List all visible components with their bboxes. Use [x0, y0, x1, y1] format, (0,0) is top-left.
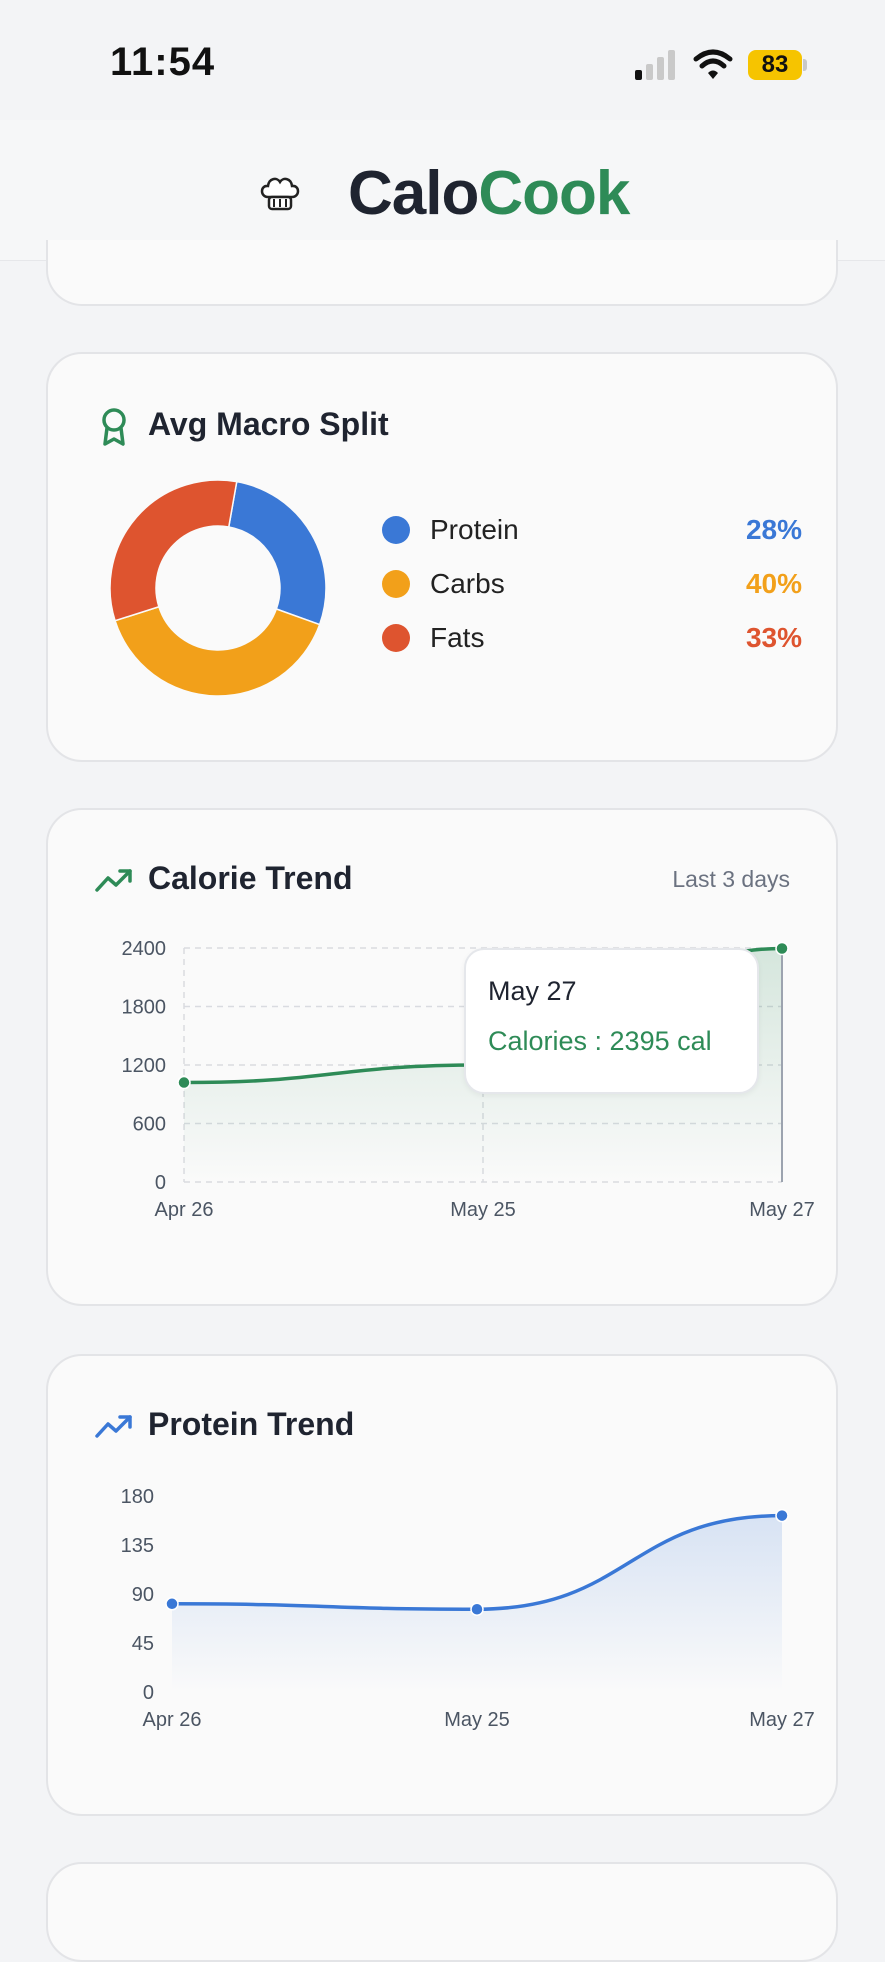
protein-trend-card: Protein Trend 180 135 90 45 0 Apr 26 May 25 May… [46, 1354, 838, 1816]
award-ribbon-icon [102, 408, 126, 446]
legend-value: 28% [745, 514, 802, 545]
legend-value: 33% [745, 622, 802, 653]
trending-up-icon [95, 869, 132, 892]
legend-label: Fats [430, 622, 485, 653]
y-tick-label: 1800 [122, 997, 167, 1019]
legend-label: Carbs [430, 568, 505, 599]
data-point[interactable] [775, 1508, 789, 1523]
x-tick-label: May 27 [749, 1199, 815, 1221]
y-tick-label: 180 [121, 1486, 154, 1508]
y-tick-label: 1200 [122, 1055, 167, 1077]
status-time: 11:54 [110, 40, 216, 84]
legend-dot [382, 570, 410, 598]
protein-line-chart: 180 135 90 45 0 Apr 26 May 25 May 27 [121, 1486, 815, 1731]
y-tick-label: 2400 [122, 938, 167, 960]
y-tick-label: 135 [121, 1535, 154, 1557]
tooltip-date: May 27 [488, 976, 577, 1006]
x-tick-label: Apr 26 [155, 1199, 214, 1221]
previous-card [46, 240, 838, 306]
legend-item-protein: Protein 28% [382, 510, 802, 550]
donut-slice-protein [227, 480, 327, 626]
calorie-trend-title: Calorie Trend [148, 860, 353, 896]
x-tick-label: May 25 [450, 1199, 516, 1221]
battery-level: 83 [761, 51, 789, 78]
data-point[interactable] [177, 1075, 191, 1090]
legend-item-fats: Fats 33% [382, 618, 802, 658]
chart-tooltip: May 27 Calories : 2395 cal [464, 948, 759, 1094]
app-logo-title: CaloCook [348, 159, 630, 228]
calorie-trend-card: Calorie Trend Last 3 days 2400 1800 1200 60… [46, 808, 838, 1306]
battery-icon: 83 [748, 50, 808, 80]
legend-value: 40% [745, 568, 802, 599]
x-tick-label: Apr 26 [143, 1709, 202, 1731]
chef-hat-icon [260, 177, 300, 211]
y-tick-label: 0 [155, 1172, 166, 1194]
app-header: CaloCook [0, 120, 885, 261]
data-point[interactable] [165, 1597, 179, 1611]
y-tick-label: 0 [143, 1682, 154, 1704]
y-tick-label: 45 [132, 1633, 154, 1655]
x-tick-label: May 25 [444, 1709, 510, 1731]
y-tick-label: 600 [133, 1114, 166, 1136]
legend-dot [382, 624, 410, 652]
data-point[interactable] [775, 941, 789, 956]
tooltip-value: Calories : 2395 cal [488, 1026, 712, 1056]
cellular-signal-icon [635, 50, 675, 80]
wifi-icon [693, 49, 733, 79]
donut-slice-fats [109, 479, 238, 622]
macro-split-card: Avg Macro Split Protein 28% Carbs 40% Fats 33… [46, 352, 838, 762]
macro-donut-chart [109, 479, 327, 697]
donut-slice-carbs [114, 605, 321, 697]
protein-trend-title: Protein Trend [148, 1406, 355, 1442]
status-bar: 11:54 83 [0, 0, 885, 120]
data-point[interactable] [470, 1602, 484, 1616]
series-area [172, 1515, 782, 1692]
y-tick-label: 90 [132, 1584, 154, 1606]
x-tick-label: May 27 [749, 1709, 815, 1731]
macro-split-title: Avg Macro Split [148, 406, 389, 442]
calorie-range-note: Last 3 days [672, 866, 790, 892]
legend-dot [382, 516, 410, 544]
legend-label: Protein [430, 514, 519, 545]
trending-up-icon [95, 1415, 132, 1438]
legend-item-carbs: Carbs 40% [382, 564, 802, 604]
next-card [46, 1862, 838, 1962]
